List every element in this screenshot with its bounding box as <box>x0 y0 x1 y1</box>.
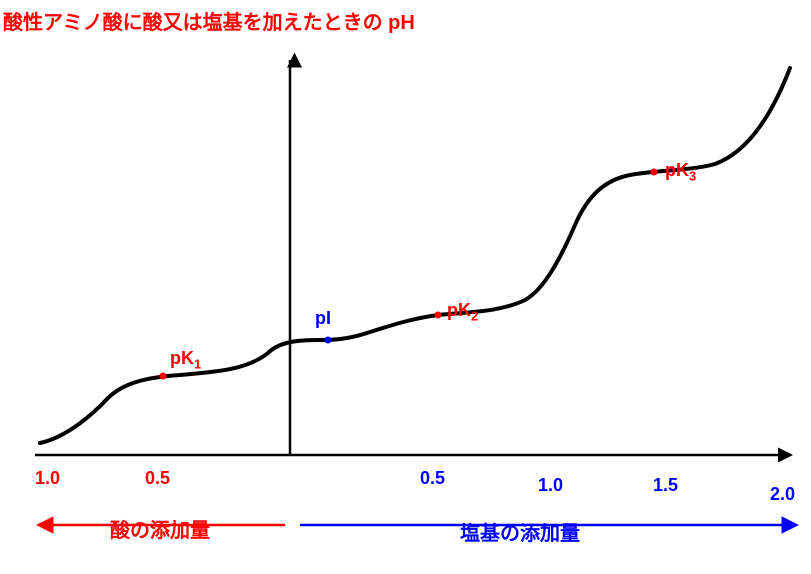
pk3-label-pre: pK <box>665 160 689 180</box>
acid-tick-1.0: 1.0 <box>35 468 60 489</box>
pk2-label: pK2 <box>447 300 478 324</box>
pi-label: pI <box>315 308 331 329</box>
base-tick-1.5: 1.5 <box>653 475 678 496</box>
pk3-label-sub: 3 <box>689 169 696 184</box>
pk1-label: pK1 <box>170 348 201 372</box>
acid-axis-label: 酸の添加量 <box>110 514 210 543</box>
pi-dot <box>325 337 332 344</box>
base-axis-label: 塩基の添加量 <box>460 517 580 546</box>
pk3-dot <box>651 169 658 176</box>
base-tick-1.0: 1.0 <box>538 475 563 496</box>
pk2-dot <box>435 312 442 319</box>
pk2-label-sub: 2 <box>471 309 478 324</box>
titration-curve <box>40 68 790 443</box>
base-tick-0.5: 0.5 <box>420 468 445 489</box>
pk1-dot <box>160 373 167 380</box>
pk1-label-pre: pK <box>170 348 194 368</box>
pk1-label-sub: 1 <box>194 357 201 372</box>
chart-svg <box>0 0 811 574</box>
chart-stage: 酸性アミノ酸に酸又は塩基を加えたときの pH <box>0 0 811 574</box>
pk3-label: pK3 <box>665 160 696 184</box>
pk2-label-pre: pK <box>447 300 471 320</box>
acid-tick-0.5: 0.5 <box>145 468 170 489</box>
base-tick-2.0: 2.0 <box>770 484 795 505</box>
